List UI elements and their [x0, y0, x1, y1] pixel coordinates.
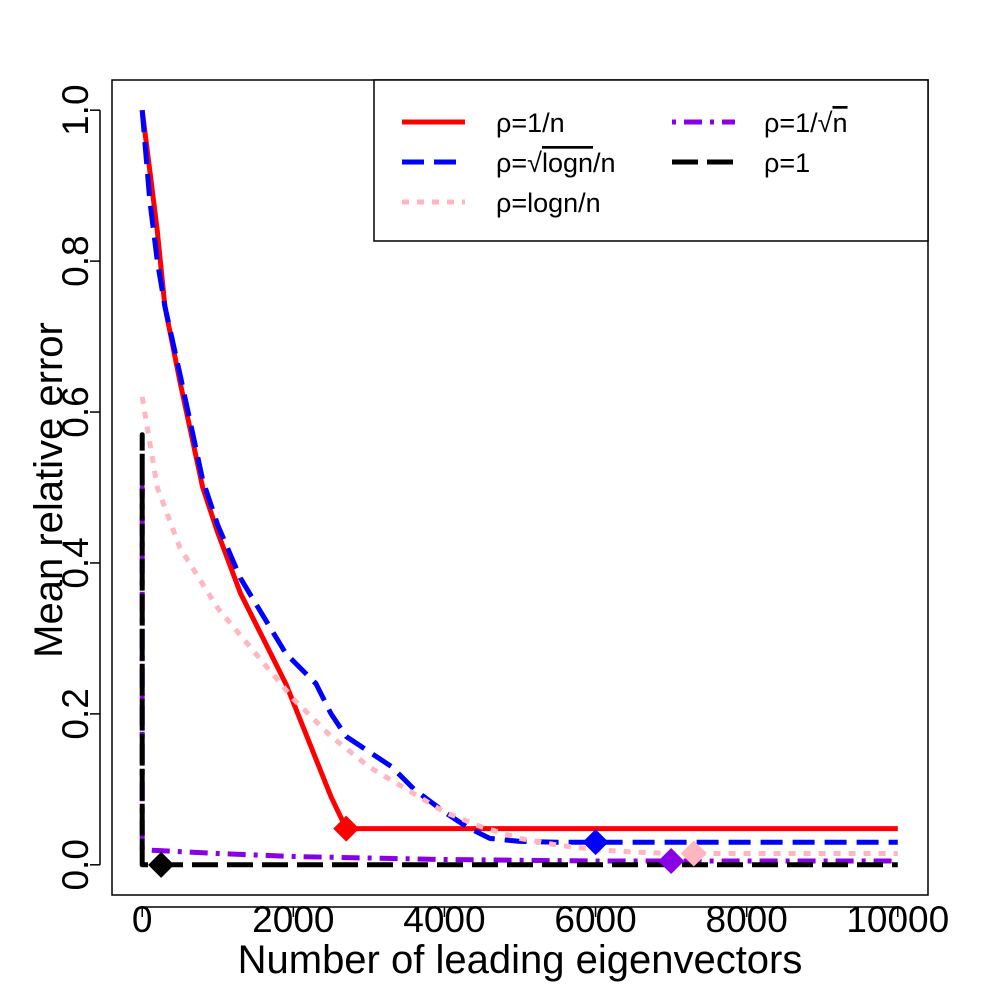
- x-tick-label: 4000: [403, 899, 485, 940]
- y-tick-label: 0.4: [55, 537, 96, 588]
- series-markers: [148, 815, 707, 878]
- y-tick-label: 0.6: [55, 386, 96, 437]
- x-axis-title: Number of leading eigenvectors: [238, 938, 803, 982]
- y-tick-label: 0.8: [55, 235, 96, 286]
- y-tick-label: 0.2: [55, 688, 96, 739]
- series-line-1: [139, 109, 898, 845]
- x-tick-label: 8000: [706, 899, 788, 940]
- x-tick-label: 2000: [252, 899, 334, 940]
- series-line-4: [139, 432, 898, 868]
- legend-box: [373, 79, 929, 242]
- x-tick-label: 6000: [554, 899, 636, 940]
- legend-label-2: ρ=logn/n: [496, 188, 601, 218]
- x-axis: 0 2000 4000 6000 8000 10000: [132, 899, 949, 940]
- series-marker-4: [148, 851, 175, 878]
- series-marker-3: [658, 848, 685, 875]
- x-tick-label: 10000: [846, 899, 949, 940]
- x-tick-label: 0: [132, 899, 153, 940]
- y-tick-label: 1.0: [55, 84, 96, 135]
- series-marker-2: [680, 840, 707, 867]
- legend-label-0: ρ=1/n: [496, 108, 565, 138]
- series-marker-1: [582, 829, 609, 856]
- legend-label-3: ρ=1/√n: [764, 108, 848, 138]
- series-marker-0: [333, 815, 360, 842]
- legend: ρ=1/n ρ=√logn/n ρ=logn/n ρ=1/√n ρ=1: [373, 79, 929, 242]
- legend-label-1: ρ=√logn/n: [496, 148, 616, 178]
- y-axis-title: Mean relative error: [27, 322, 71, 658]
- series-line-3: [139, 485, 898, 864]
- y-tick-label: 0.0: [55, 839, 96, 890]
- y-axis: 0.0 0.2 0.4 0.6 0.8 1.0: [55, 84, 101, 891]
- legend-label-4: ρ=1: [764, 148, 810, 178]
